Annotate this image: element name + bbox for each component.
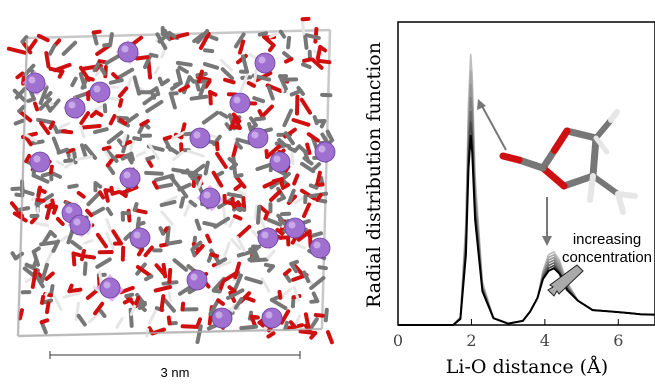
inset-arrow-first-peak [477, 99, 506, 150]
rdf-chart-panel: 0 2 4 6 Radial distribution function Li-O d… [355, 0, 655, 384]
rdf-chart: 0 2 4 6 Radial distribution function Li-O d… [355, 0, 655, 384]
y-axis-label: Radial distribution function [363, 42, 385, 308]
rdf-series-line [398, 122, 655, 325]
annotation-line-1: increasing [573, 231, 641, 248]
annotation-line-2: concentration [562, 249, 652, 266]
simulation-box-render: 3 nm [0, 0, 340, 384]
molecules-layer [9, 19, 335, 342]
rdf-series-line [398, 84, 655, 325]
simulation-box-panel: 3 nm [0, 0, 340, 384]
x-tick-label: 6 [613, 331, 623, 350]
ethylene-carbonate-molecule-inset [503, 112, 635, 212]
plot-frame [398, 22, 655, 325]
x-tick-label: 2 [466, 331, 476, 350]
x-axis-label: Li-O distance (Å) [446, 356, 608, 378]
x-tick-label: 0 [393, 331, 403, 350]
inset-arrow-second-peak [542, 197, 552, 246]
scale-bar: 3 nm [50, 351, 300, 380]
x-tick-label: 4 [540, 331, 550, 350]
scale-bar-label: 3 nm [161, 365, 190, 380]
rdf-series-line [398, 111, 655, 325]
rdf-series-line [398, 98, 655, 325]
